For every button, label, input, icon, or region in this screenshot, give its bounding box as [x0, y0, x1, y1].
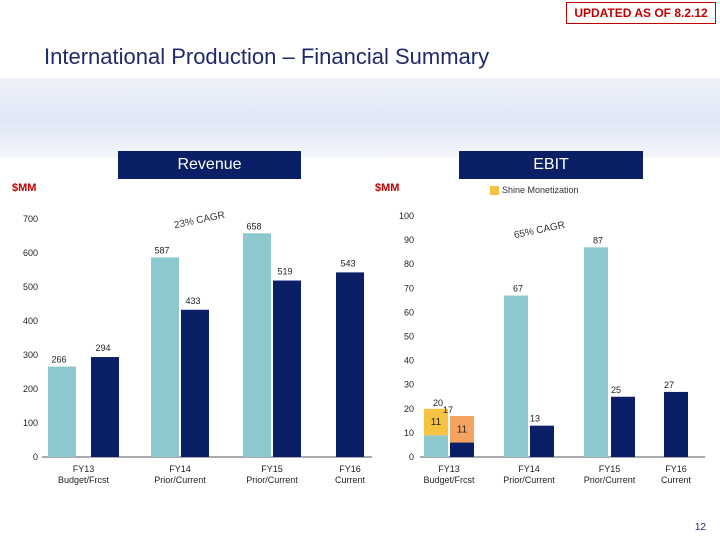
ebit-x-tick-label: FY16 [665, 464, 687, 474]
ebit-y-tick-label: 70 [404, 283, 414, 293]
revenue-current-value-label: 294 [95, 343, 110, 353]
header-wave-background [0, 78, 720, 158]
ebit-prior-value-label: 87 [593, 235, 603, 245]
revenue-prior-value-label: 587 [154, 245, 169, 255]
ebit-prior-bar [584, 247, 608, 457]
revenue-y-tick-label: 300 [23, 350, 38, 360]
revenue-y-tick-label: 700 [23, 214, 38, 224]
revenue-prior-bar [151, 257, 179, 457]
revenue-current-bar [91, 357, 119, 457]
revenue-y-tick-label: 500 [23, 282, 38, 292]
ebit-prior-total-label: 20 [433, 398, 443, 408]
revenue-x-tick-label: Prior/Current [154, 475, 206, 485]
ebit-current-value-label: 13 [530, 414, 540, 424]
revenue-x-tick-label: FY16 [339, 464, 361, 474]
ebit-current-bar [450, 442, 474, 457]
ebit-prior-bar [424, 435, 448, 457]
revenue-y-tick-label: 200 [23, 384, 38, 394]
ebit-y-tick-label: 60 [404, 307, 414, 317]
revenue-y-tick-label: 0 [33, 452, 38, 462]
revenue-current-bar [181, 309, 209, 457]
revenue-current-bar [336, 272, 364, 457]
ebit-x-tick-label: FY14 [518, 464, 540, 474]
revenue-prior-value-label: 658 [246, 221, 261, 231]
revenue-current-value-label: 519 [277, 267, 292, 277]
ebit-current-value-label: 25 [611, 385, 621, 395]
revenue-current-bar [273, 280, 301, 457]
revenue-prior-bar [48, 366, 76, 457]
revenue-cagr-annotation: 23% CAGR [173, 210, 226, 232]
ebit-y-tick-label: 30 [404, 380, 414, 390]
ebit-y-tick-label: 90 [404, 235, 414, 245]
ebit-x-tick-label: FY13 [438, 464, 460, 474]
revenue-unit-label: $MM [12, 182, 37, 194]
revenue-x-tick-label: FY15 [261, 464, 283, 474]
revenue-x-tick-label: Budget/Frcst [58, 475, 110, 485]
ebit-x-tick-label: Budget/Frcst [423, 475, 475, 485]
ebit-y-tick-label: 0 [409, 452, 414, 462]
revenue-y-tick-label: 400 [23, 316, 38, 326]
ebit-unit-label: $MM [375, 182, 400, 194]
ebit-y-tick-label: 20 [404, 404, 414, 414]
ebit-prior-shine-bar [424, 408, 448, 436]
ebit-prior-bar [504, 295, 528, 457]
ebit-current-total-label: 17 [443, 405, 453, 415]
revenue-x-tick-label: FY14 [169, 464, 191, 474]
ebit-current-bar [530, 425, 554, 457]
revenue-x-tick-label: FY13 [73, 464, 95, 474]
ebit-current-shine-bar [450, 416, 474, 443]
ebit-y-tick-label: 50 [404, 332, 414, 342]
ebit-current-value-label: 27 [664, 380, 674, 390]
updated-badge: UPDATED AS OF 8.2.12 [566, 2, 716, 24]
ebit-cagr-annotation: 65% CAGR [513, 220, 566, 242]
revenue-current-value-label: 433 [185, 296, 200, 306]
ebit-prior-shine-label: 11 [431, 417, 442, 428]
ebit-x-tick-label: Current [661, 475, 692, 485]
ebit-current-shine-label: 11 [457, 424, 468, 435]
shine-legend-swatch [490, 186, 499, 195]
revenue-prior-value-label: 266 [51, 355, 66, 365]
revenue-y-tick-label: 600 [23, 248, 38, 258]
ebit-y-tick-label: 40 [404, 356, 414, 366]
ebit-x-tick-label: FY15 [599, 464, 621, 474]
revenue-y-tick-label: 100 [23, 418, 38, 428]
ebit-y-tick-label: 80 [404, 259, 414, 269]
revenue-prior-bar [243, 233, 271, 457]
revenue-x-tick-label: Prior/Current [246, 475, 298, 485]
ebit-panel-title: EBIT [459, 151, 643, 179]
page-title: International Production – Financial Sum… [44, 44, 490, 69]
ebit-prior-value-label: 67 [513, 284, 523, 294]
ebit-y-tick-label: 10 [404, 428, 414, 438]
ebit-y-tick-label: 100 [399, 211, 414, 221]
ebit-x-tick-label: Prior/Current [584, 475, 636, 485]
ebit-x-tick-label: Prior/Current [503, 475, 555, 485]
ebit-current-bar [611, 396, 635, 457]
revenue-current-value-label: 543 [340, 258, 355, 268]
revenue-x-tick-label: Current [335, 475, 366, 485]
page-number: 12 [694, 522, 706, 533]
revenue-panel-title: Revenue [118, 151, 301, 179]
ebit-current-bar [664, 391, 688, 457]
shine-legend-label: Shine Monetization [502, 185, 579, 195]
